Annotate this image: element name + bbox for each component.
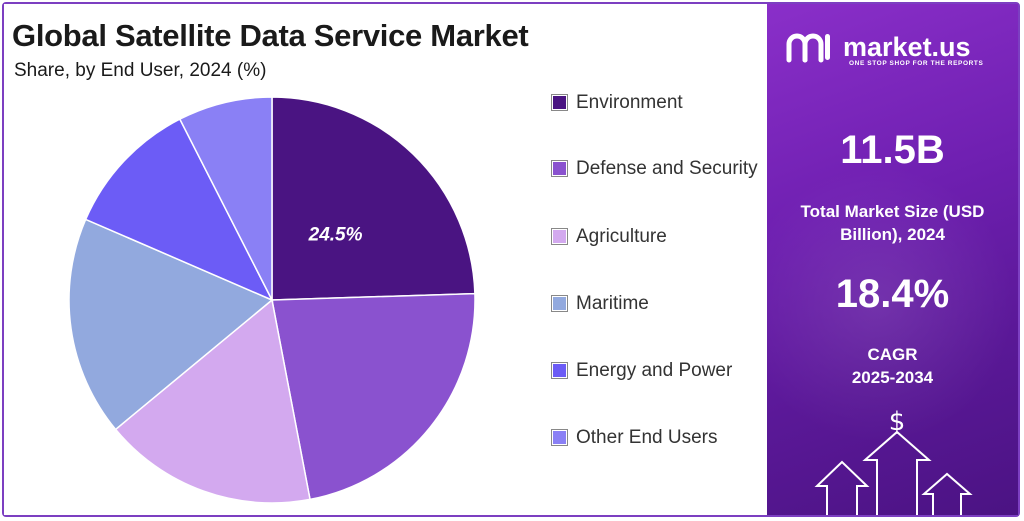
legend-label: Environment (576, 92, 683, 113)
market-size-value: 11.5B (840, 128, 945, 172)
legend-item: Environment (552, 88, 761, 118)
legend-swatch (552, 161, 567, 176)
legend-item: Maritime (552, 289, 761, 319)
market-size-label: Total Market Size (USD Billion), 2024 (800, 202, 985, 244)
pie-slice-energy-and-power (84, 118, 274, 302)
panel-glow (767, 154, 1018, 454)
pie-data-label: 24.5% (308, 224, 363, 245)
up-arrow-icon (814, 430, 973, 515)
legend-label: Other End Users (576, 427, 718, 448)
legend-swatch (552, 95, 567, 110)
pie-slice-agriculture (114, 298, 311, 504)
legend-item: Defense and Security (552, 154, 761, 184)
brand-logo: market.us (785, 30, 971, 64)
chart-subtitle: Share, by End User, 2024 (%) (14, 60, 267, 81)
brand-name: market.us (843, 32, 971, 62)
brand-tagline: ONE STOP SHOP FOR THE REPORTS (849, 60, 984, 67)
pie-slice-environment (271, 96, 476, 301)
legend-swatch (552, 363, 567, 378)
pie-slice-maritime (68, 218, 274, 431)
stats-panel: market.us ONE STOP SHOP FOR THE REPORTS … (767, 4, 1018, 515)
pie-slice-other-end-users (178, 96, 273, 301)
legend-swatch (552, 296, 567, 311)
market-us-logo-icon (786, 33, 830, 63)
legend-label: Energy and Power (576, 360, 733, 381)
legend-label: Agriculture (576, 226, 667, 247)
legend-swatch (552, 229, 567, 244)
dollar-icon: $ (889, 407, 906, 437)
legend-label: Maritime (576, 293, 649, 314)
pie-slice-defense-and-security (271, 292, 476, 501)
legend-item: Agriculture (552, 222, 761, 252)
cagr-period: 2025-2034 (851, 368, 934, 387)
legend-swatch (552, 430, 567, 445)
pie-chart: 24.5% (68, 96, 476, 504)
legend-item: Other End Users (552, 423, 761, 453)
growth-illustration: $ (814, 407, 973, 515)
cagr-value: 18.4% (835, 272, 950, 316)
legend-label: Defense and Security (576, 158, 758, 179)
legend-item: Energy and Power (552, 356, 761, 386)
chart-panel: Global Satellite Data Service Market Sha… (4, 4, 766, 515)
cagr-label: CAGR (867, 345, 918, 364)
chart-title: Global Satellite Data Service Market (12, 18, 529, 53)
